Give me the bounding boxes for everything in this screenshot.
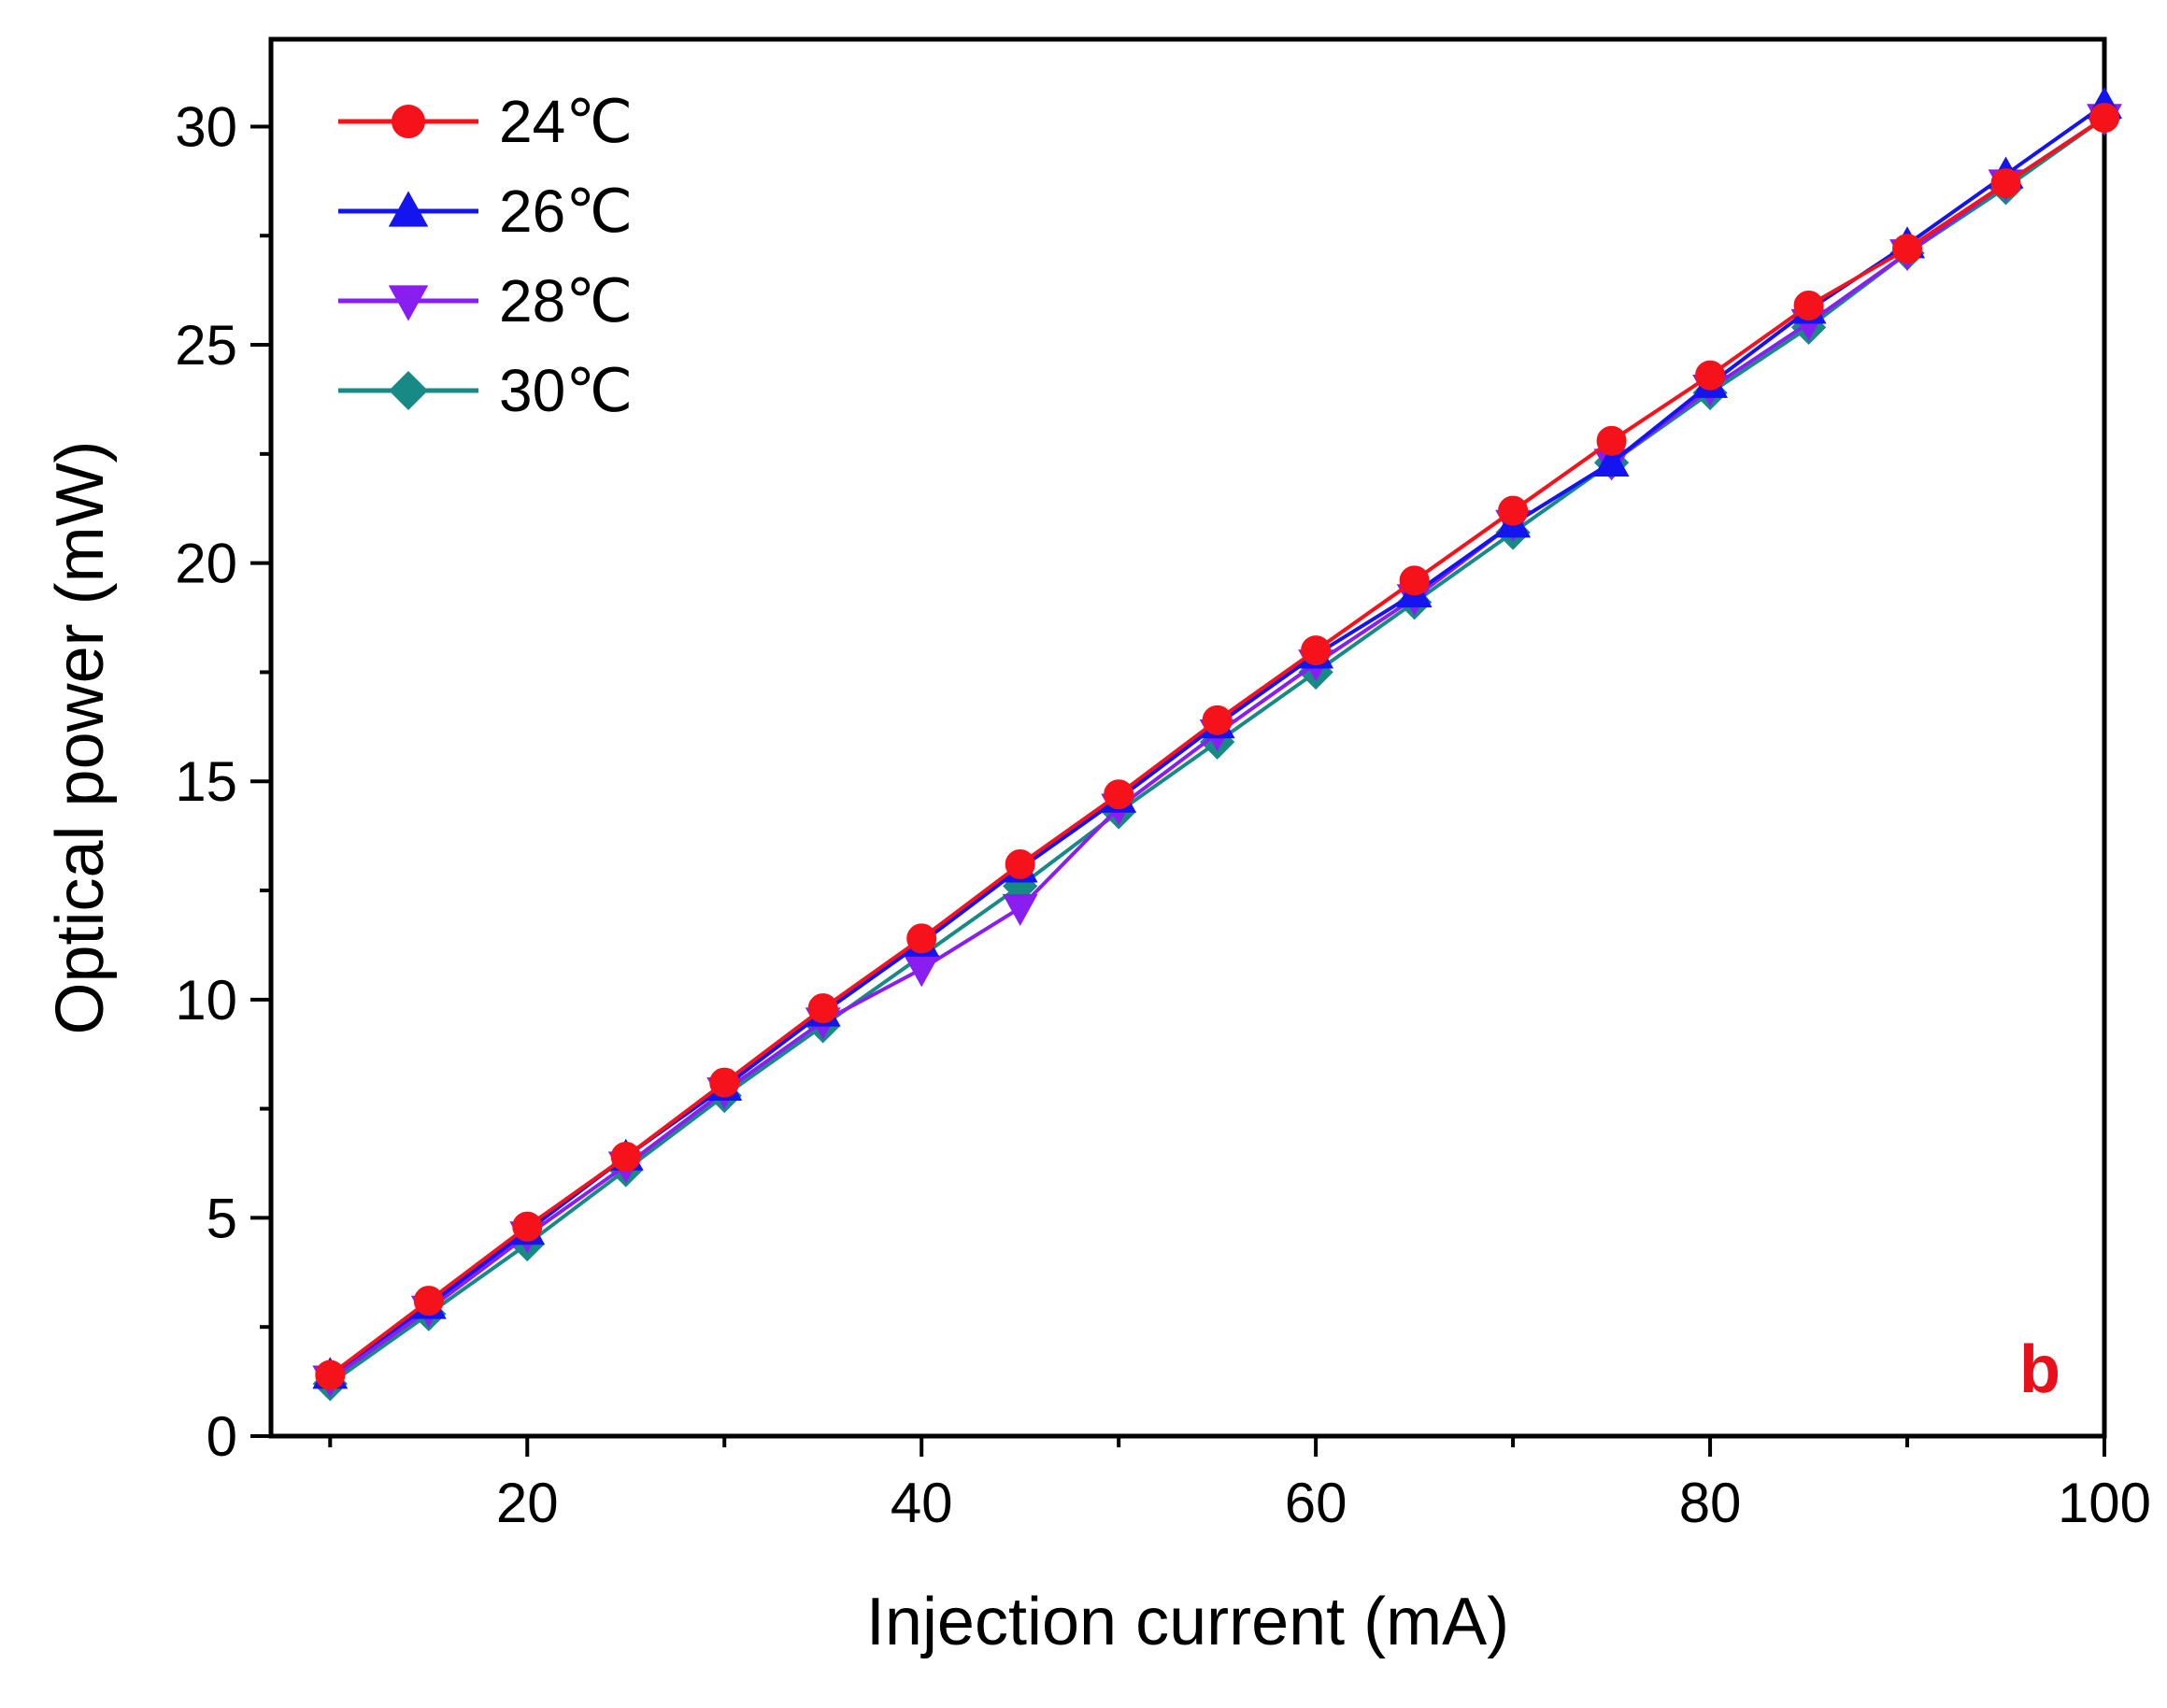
- data-point: [512, 1211, 543, 1242]
- x-tick-label: 40: [891, 1472, 953, 1534]
- legend-marker: [388, 191, 429, 227]
- data-point: [1005, 848, 1035, 879]
- data-point: [1695, 360, 1726, 391]
- data-point: [1793, 290, 1824, 320]
- x-tick-label: 100: [2058, 1472, 2151, 1534]
- legend-marker: [392, 105, 425, 138]
- y-tick-label: 5: [207, 1187, 237, 1249]
- data-point: [2089, 103, 2119, 134]
- axis-ticks: 20 40 60 80 100 0 5 10 15 20 25 30: [175, 95, 2151, 1534]
- data-point: [1202, 705, 1233, 735]
- legend-item: 30℃: [338, 357, 633, 424]
- plot-frame: [268, 36, 2107, 1439]
- legend-item: 24℃: [338, 88, 633, 155]
- data-point: [315, 1359, 346, 1390]
- legend-marker: [389, 371, 428, 410]
- data-point: [1593, 444, 1630, 477]
- legend: 24℃ 26℃ 28℃ 30℃: [338, 88, 633, 424]
- legend-item: 26℃: [338, 178, 633, 245]
- data-point: [1498, 495, 1529, 526]
- legend-marker: [388, 285, 429, 321]
- data-point: [807, 993, 838, 1024]
- y-tick-label: 0: [207, 1405, 237, 1468]
- x-tick-label: 20: [496, 1472, 559, 1534]
- x-tick-label: 80: [1679, 1472, 1742, 1534]
- plot-area-border: [268, 36, 2107, 1439]
- data-point: [1596, 425, 1627, 456]
- legend-item: 28℃: [338, 267, 633, 334]
- data-point: [1399, 565, 1430, 596]
- legend-label: 30℃: [499, 357, 633, 424]
- y-tick-label: 20: [175, 533, 237, 595]
- y-tick-label: 10: [175, 969, 237, 1032]
- y-tick-label: 30: [175, 95, 237, 158]
- data-series: [312, 86, 2122, 1402]
- y-tick-label: 15: [175, 750, 237, 813]
- y-tick-label: 25: [175, 314, 237, 377]
- x-axis-title: Injection current (mA): [866, 1585, 1509, 1659]
- data-point: [709, 1067, 740, 1098]
- data-point: [906, 923, 937, 954]
- legend-label: 26℃: [499, 178, 633, 245]
- legend-label: 28℃: [499, 267, 633, 334]
- y-axis-title: Optical power (mW): [43, 440, 118, 1034]
- legend-label: 24℃: [499, 88, 633, 155]
- data-point: [1002, 893, 1038, 927]
- series-1: [315, 103, 2119, 1390]
- data-point: [610, 1142, 641, 1172]
- x-tick-label: 60: [1285, 1472, 1347, 1534]
- data-point: [1301, 635, 1332, 666]
- data-point: [904, 955, 940, 988]
- data-point: [413, 1286, 444, 1317]
- data-point: [1104, 779, 1134, 810]
- panel-label: b: [2019, 1332, 2060, 1407]
- data-point: [1990, 168, 2021, 199]
- data-point: [1892, 234, 1923, 264]
